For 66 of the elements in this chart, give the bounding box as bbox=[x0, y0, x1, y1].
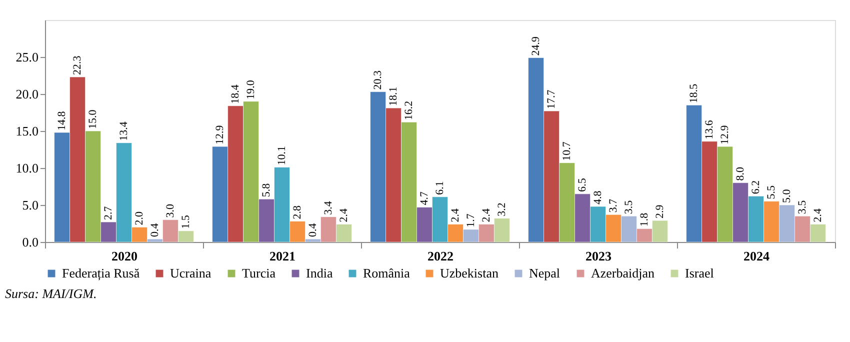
data-label: 6.2 bbox=[750, 180, 762, 194]
data-label: 8.0 bbox=[734, 166, 747, 181]
data-label: 1.8 bbox=[638, 212, 650, 227]
y-tick-label: 15.0 bbox=[16, 124, 38, 138]
data-label: 1.5 bbox=[180, 214, 192, 229]
data-label: 2.4 bbox=[812, 208, 824, 222]
data-label: 3.0 bbox=[164, 204, 176, 218]
data-label: 4.7 bbox=[418, 190, 431, 206]
data-label: 0.4 bbox=[148, 222, 161, 238]
data-label: 13.6 bbox=[704, 120, 716, 140]
data-label: 2.4 bbox=[338, 208, 350, 222]
x-tick-label: 2020 bbox=[112, 248, 138, 264]
data-label: 18.4 bbox=[230, 84, 242, 104]
data-label: 19.0 bbox=[245, 80, 258, 100]
y-tick-label: 20.0 bbox=[16, 86, 38, 102]
data-label: 16.2 bbox=[403, 100, 416, 120]
data-label: 3.7 bbox=[607, 198, 620, 213]
data-label: 20.3 bbox=[372, 70, 384, 90]
legend-label: România bbox=[363, 266, 410, 281]
data-label: 2.0 bbox=[133, 210, 146, 226]
text: Sursa: MAI/IGM. bbox=[5, 286, 97, 301]
legend-label: Nepal bbox=[529, 266, 560, 281]
data-label: 6.1 bbox=[434, 181, 446, 195]
x-tick-label: 2022 bbox=[428, 248, 454, 264]
data-label: 1.7 bbox=[464, 213, 477, 228]
legend-label: Azerbaidjan bbox=[591, 266, 656, 281]
data-label: 5.0 bbox=[780, 188, 793, 203]
legend-label: Israel bbox=[685, 266, 714, 281]
data-label: 13.4 bbox=[118, 121, 130, 141]
data-label: 4.8 bbox=[592, 190, 604, 204]
data-label: 0.4 bbox=[306, 222, 319, 238]
data-label: 3.5 bbox=[622, 200, 635, 214]
legend-label: Ucraina bbox=[170, 266, 212, 281]
data-label: 22.3 bbox=[72, 55, 84, 75]
data-label: 18.5 bbox=[688, 83, 700, 104]
data-label: 3.2 bbox=[496, 202, 508, 216]
data-label: 14.8 bbox=[56, 110, 68, 130]
data-label: 3.5 bbox=[796, 200, 808, 214]
data-label: 2.8 bbox=[291, 205, 304, 220]
data-label: 12.9 bbox=[214, 124, 226, 145]
data-label: 2.9 bbox=[654, 204, 666, 219]
data-label: 12.9 bbox=[719, 124, 732, 145]
data-label: 24.9 bbox=[530, 36, 542, 56]
data-label: 3.4 bbox=[322, 200, 334, 215]
x-tick-label: 2021 bbox=[270, 248, 296, 264]
data-label: 10.7 bbox=[561, 141, 574, 161]
y-tick-label: 5.0 bbox=[22, 198, 38, 212]
legend-label: Turcia bbox=[242, 266, 276, 281]
data-label: 6.5 bbox=[576, 178, 589, 192]
x-tick-label: 2024 bbox=[744, 248, 770, 264]
data-label: 17.7 bbox=[546, 89, 558, 110]
x-tick-label: 2023 bbox=[586, 248, 612, 264]
data-label: 5.5 bbox=[765, 185, 778, 200]
data-label: 2.4 bbox=[449, 208, 462, 222]
data-label: 15.0 bbox=[87, 109, 100, 129]
y-tick-label: 25.0 bbox=[16, 50, 38, 64]
legend-label: India bbox=[306, 266, 333, 281]
y-tick-label: 10.0 bbox=[16, 160, 38, 176]
data-label: 10.1 bbox=[276, 146, 288, 166]
data-label: 2.4 bbox=[480, 208, 492, 222]
legend-label: Uzbekistan bbox=[440, 266, 499, 281]
legend-label: Federația Rusă bbox=[62, 266, 140, 281]
data-label: 18.1 bbox=[388, 86, 400, 106]
data-label: 2.7 bbox=[102, 206, 115, 220]
data-label: 5.8 bbox=[260, 182, 273, 198]
y-tick-label: 0.0 bbox=[22, 234, 38, 250]
